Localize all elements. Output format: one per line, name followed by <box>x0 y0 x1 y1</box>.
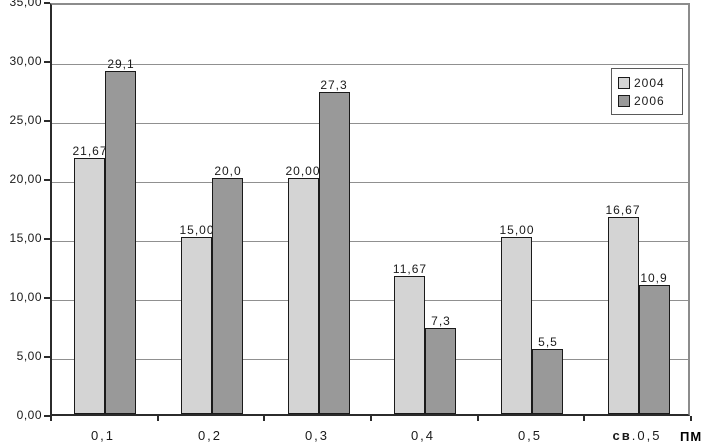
gridline <box>52 64 688 65</box>
bar-2004 <box>181 237 212 414</box>
y-tick-label: 35,00 <box>9 0 42 9</box>
bar-value-label: 5,5 <box>538 335 558 349</box>
x-tick <box>157 416 159 421</box>
bar-value-label: 29,1 <box>107 57 135 71</box>
bar-2004 <box>608 217 639 414</box>
y-tick <box>44 2 50 4</box>
gridline <box>52 359 688 360</box>
bar-value-label: 11,67 <box>392 262 428 276</box>
legend-item: 2004 <box>618 74 676 92</box>
bar-2004 <box>74 158 105 414</box>
legend-label: 2006 <box>634 94 665 108</box>
x-tick <box>50 416 52 421</box>
y-tick-label: 5,00 <box>16 349 42 363</box>
y-tick-label: 0,00 <box>16 408 42 422</box>
y-tick-label: 25,00 <box>9 113 42 127</box>
y-tick <box>44 120 50 122</box>
x-tick <box>690 416 692 421</box>
bar-value-label: 20,00 <box>285 164 321 178</box>
y-tick-label: 15,00 <box>9 231 42 245</box>
legend: 2004 2006 <box>611 68 683 115</box>
gridline <box>52 123 688 124</box>
bar-2004 <box>288 178 319 414</box>
y-tick-label: 10,00 <box>9 290 42 304</box>
gridline <box>52 182 688 183</box>
x-category-label: 0,4 <box>410 428 436 443</box>
bar-2006 <box>105 71 136 414</box>
bar-value-label: 7,3 <box>431 314 451 328</box>
bar-value-label: 15,00 <box>179 223 215 237</box>
x-tick <box>477 416 479 421</box>
x-category-label: 0,3 <box>304 428 330 443</box>
y-tick-label: 20,00 <box>9 172 42 186</box>
x-category-label: 0,2 <box>197 428 223 443</box>
bar-value-label: 21,67 <box>72 144 108 158</box>
bar-value-label: 16,67 <box>605 203 641 217</box>
bar-value-label: 20,0 <box>214 164 242 178</box>
y-tick-label: 30,00 <box>9 54 42 68</box>
legend-label: 2004 <box>634 76 665 90</box>
y-tick <box>44 297 50 299</box>
x-category-label: 0,5 <box>517 428 543 443</box>
legend-swatch <box>618 95 630 107</box>
y-tick <box>44 61 50 63</box>
legend-item: 2006 <box>618 92 676 110</box>
legend-swatch <box>618 77 630 89</box>
bar-2006 <box>319 92 350 414</box>
y-tick <box>44 415 50 417</box>
y-tick <box>44 179 50 181</box>
gridline <box>52 241 688 242</box>
bar-value-label: 15,00 <box>499 223 535 237</box>
y-tick <box>44 238 50 240</box>
bar-2006 <box>212 178 243 414</box>
gridline <box>52 300 688 301</box>
bar-2004 <box>394 276 425 414</box>
x-tick <box>370 416 372 421</box>
x-tick <box>583 416 585 421</box>
x-axis-title: ПМ <box>680 429 703 444</box>
plot-area: 21,67 15,00 20,00 11,67 15,00 16,67 29,1 20,0 27… <box>50 3 690 416</box>
y-tick <box>44 356 50 358</box>
bar-value-label: 27,3 <box>320 78 348 92</box>
bar-2004 <box>501 237 532 414</box>
x-tick <box>263 416 265 421</box>
bar-value-label: 10,9 <box>640 271 668 285</box>
x-category-label: 0,1 <box>90 428 116 443</box>
bar-2006 <box>639 285 670 414</box>
bar-2006 <box>425 328 456 414</box>
x-category-label: св.0,5 <box>612 428 662 443</box>
bar-2006 <box>532 349 563 414</box>
